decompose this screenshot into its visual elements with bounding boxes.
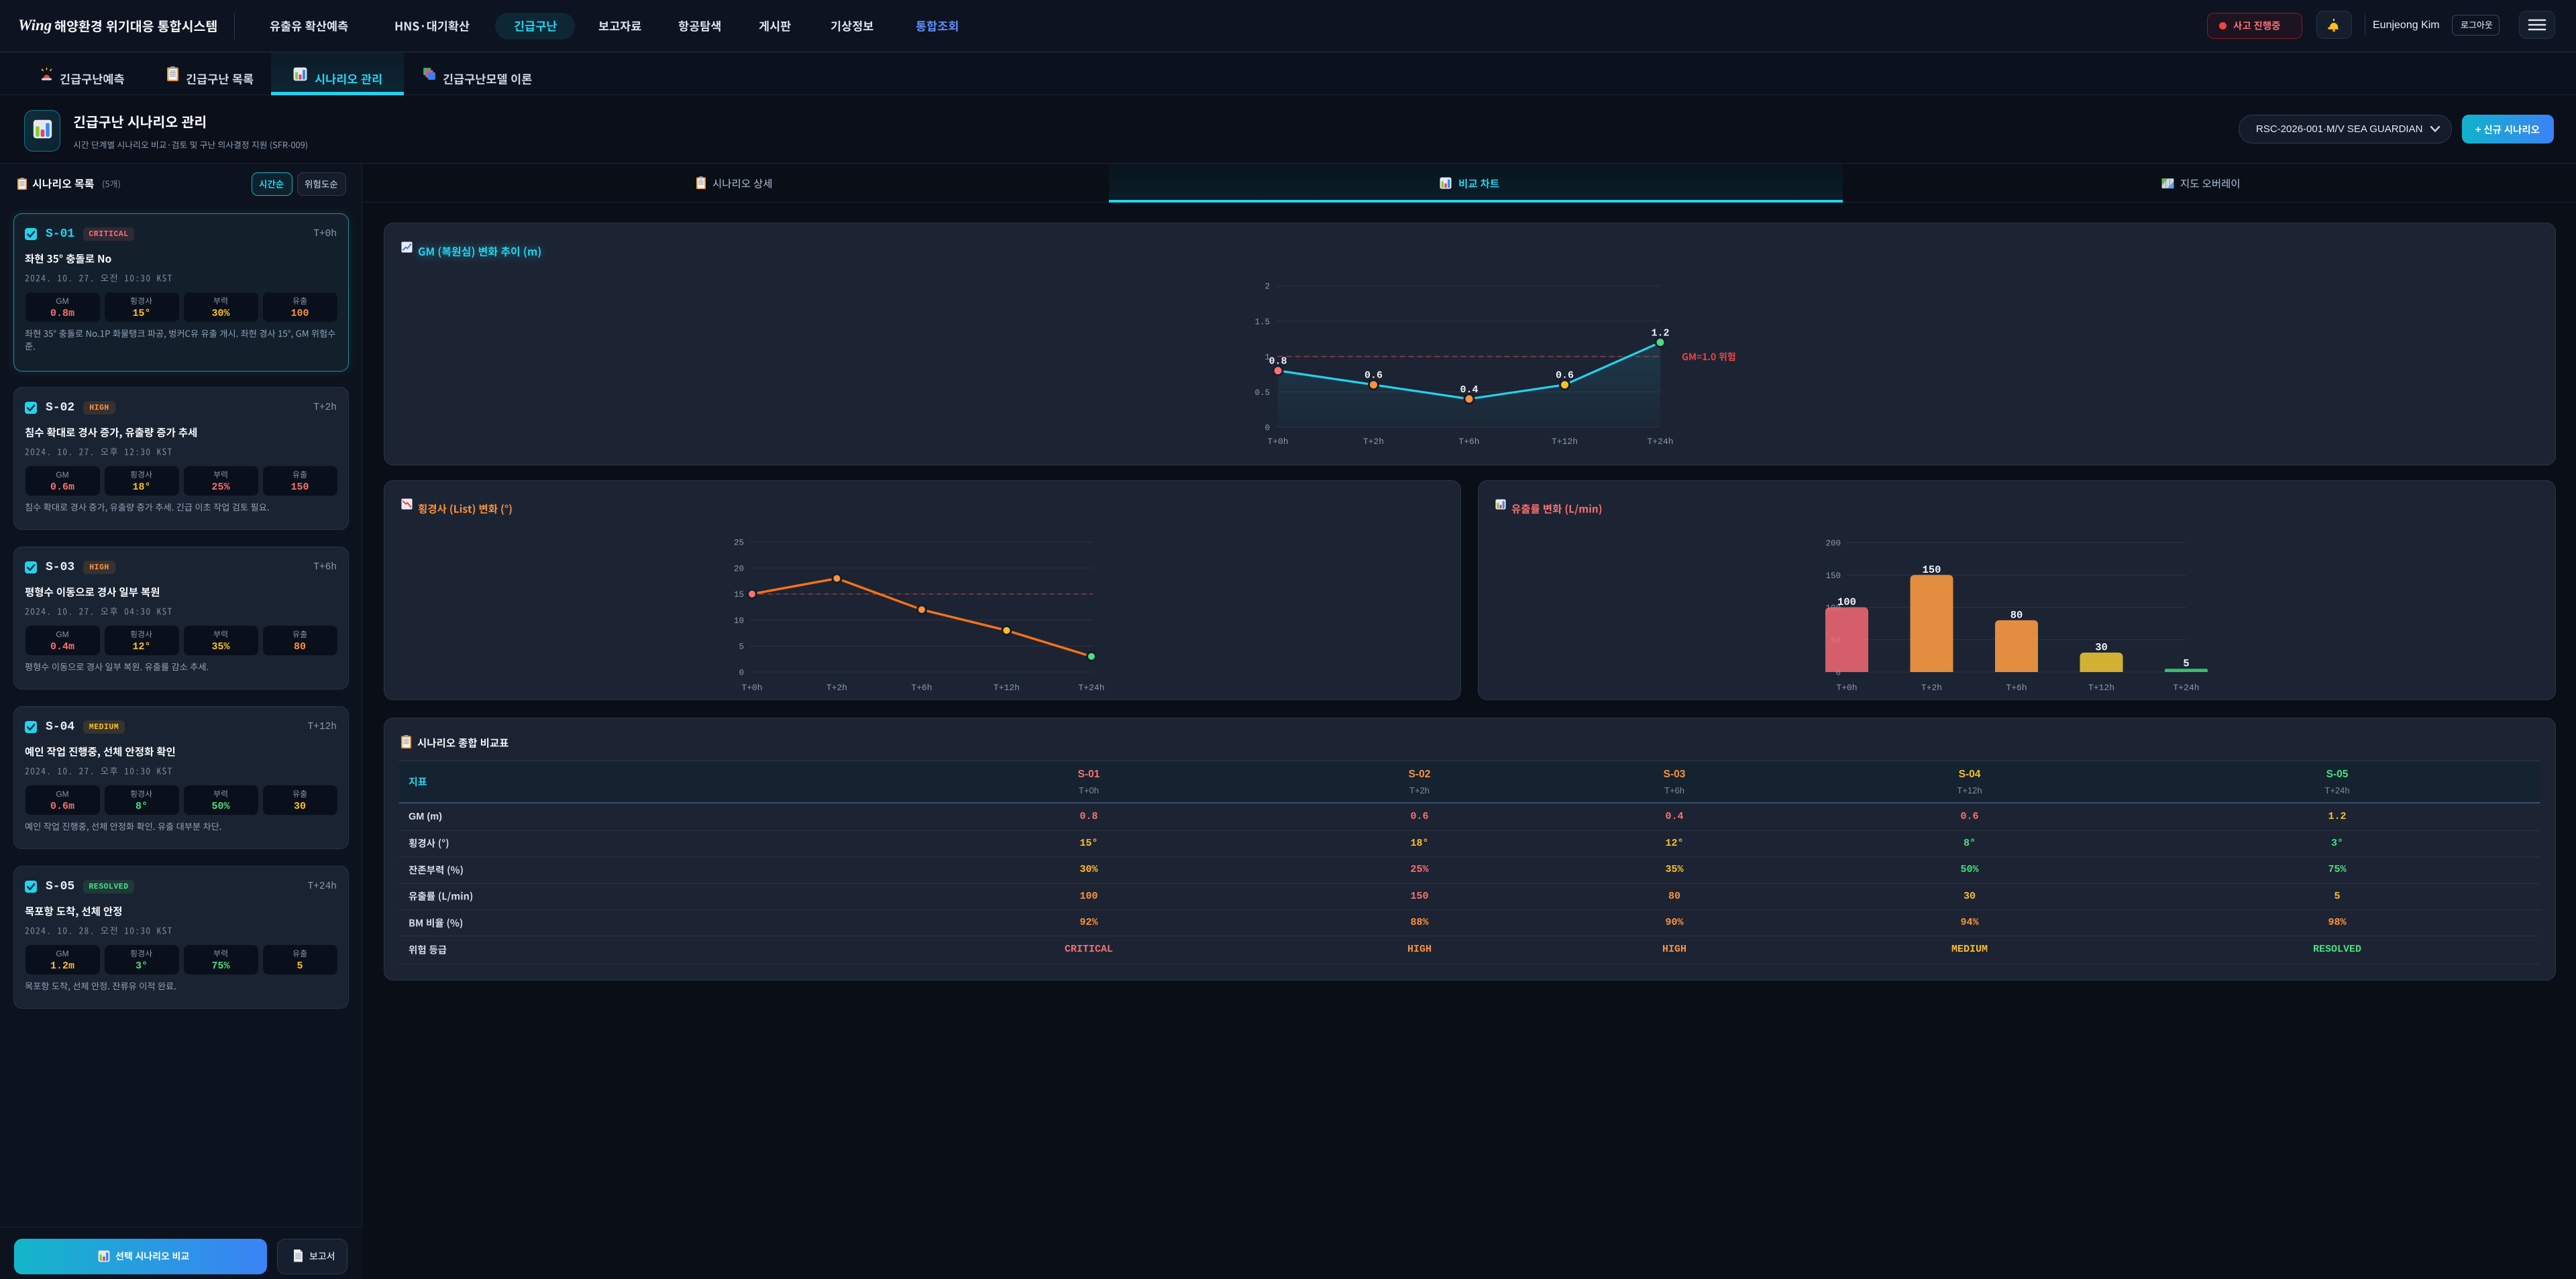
svg-text:T+0h: T+0h — [741, 683, 762, 693]
svg-text:T+2h: T+2h — [1921, 683, 1942, 693]
svg-text:T+24h: T+24h — [1078, 683, 1104, 693]
svg-text:0.8: 0.8 — [1269, 356, 1287, 368]
svg-text:1: 1 — [1265, 353, 1270, 362]
svg-text:0: 0 — [1835, 669, 1841, 678]
svg-text:15: 15 — [734, 590, 744, 600]
svg-text:30: 30 — [2095, 642, 2108, 654]
svg-text:T+2h: T+2h — [826, 683, 847, 693]
svg-text:150: 150 — [1923, 564, 1941, 576]
svg-text:25: 25 — [734, 539, 744, 548]
svg-text:0.4: 0.4 — [1460, 384, 1478, 396]
svg-text:T+24h: T+24h — [2173, 683, 2199, 693]
svg-text:T+6h: T+6h — [1458, 437, 1479, 447]
svg-text:T+0h: T+0h — [1836, 683, 1857, 693]
svg-text:0.6: 0.6 — [1556, 370, 1574, 382]
svg-text:5: 5 — [739, 643, 744, 652]
svg-text:200: 200 — [1825, 539, 1841, 549]
svg-text:1.2: 1.2 — [1651, 327, 1669, 339]
svg-text:T+12h: T+12h — [2088, 683, 2114, 693]
svg-text:T+12h: T+12h — [1552, 437, 1578, 447]
svg-text:5: 5 — [2183, 658, 2189, 670]
svg-text:T+6h: T+6h — [911, 683, 932, 693]
svg-text:0: 0 — [1265, 424, 1270, 433]
svg-text:T+24h: T+24h — [1647, 437, 1673, 447]
svg-text:20: 20 — [734, 564, 744, 573]
svg-text:10: 10 — [734, 616, 744, 626]
svg-text:0: 0 — [739, 669, 744, 678]
svg-text:T+6h: T+6h — [2006, 683, 2027, 693]
svg-text:T+12h: T+12h — [994, 683, 1020, 693]
svg-text:T+0h: T+0h — [1267, 437, 1288, 447]
svg-text:80: 80 — [2010, 609, 2023, 621]
svg-text:150: 150 — [1825, 571, 1841, 581]
svg-text:0.5: 0.5 — [1254, 388, 1270, 398]
svg-text:2: 2 — [1265, 282, 1270, 292]
svg-text:T+2h: T+2h — [1363, 437, 1384, 447]
svg-text:0.6: 0.6 — [1364, 370, 1383, 382]
svg-text:100: 100 — [1837, 596, 1856, 608]
svg-text:1.5: 1.5 — [1254, 317, 1270, 327]
